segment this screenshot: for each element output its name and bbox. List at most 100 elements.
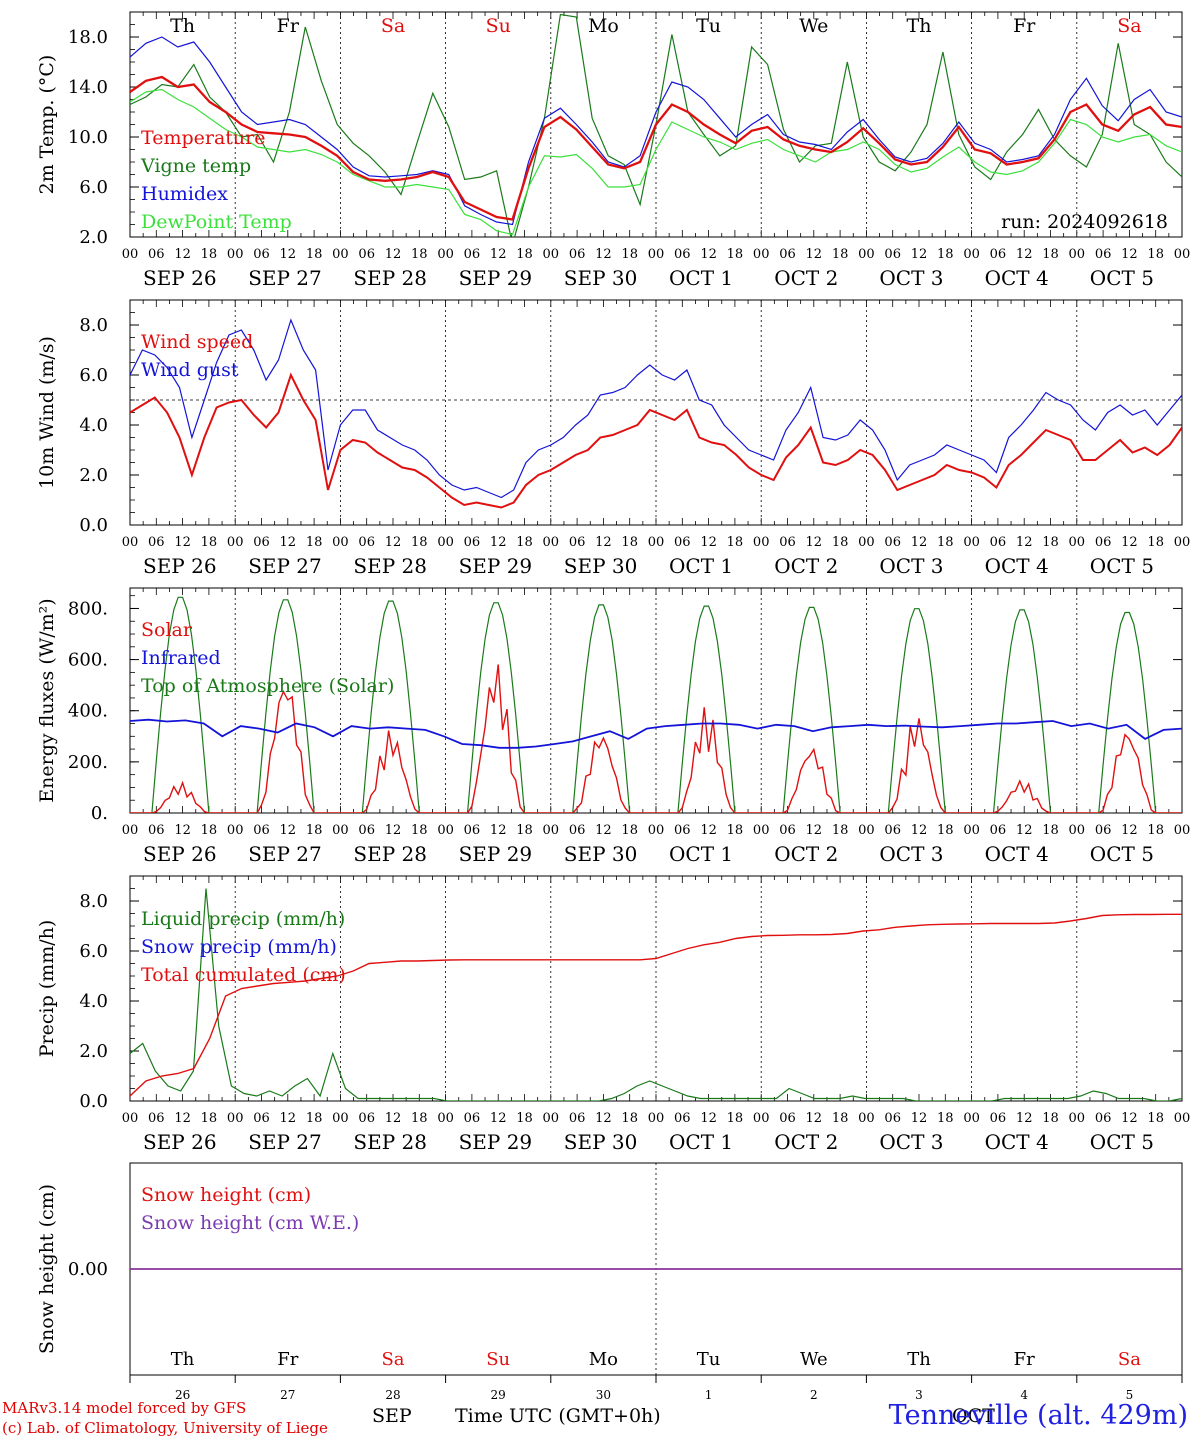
hour-tick-label: 06 [884, 535, 901, 550]
date-label: SEP 26 [143, 266, 217, 290]
hour-tick-label: 06 [569, 1111, 586, 1126]
day-number-label: 2 [810, 1388, 818, 1402]
hour-tick-label: 12 [700, 1111, 717, 1126]
date-label: SEP 26 [143, 842, 217, 866]
hour-tick-label: 00 [753, 823, 770, 838]
hour-tick-label: 12 [280, 823, 297, 838]
hour-tick-label: 18 [621, 535, 638, 550]
hour-tick-label: 12 [595, 535, 612, 550]
hour-tick-label: 00 [648, 823, 665, 838]
y-tick-label: 0.00 [68, 1259, 108, 1280]
hour-tick-label: 18 [306, 1111, 323, 1126]
hour-tick-label: 00 [227, 823, 244, 838]
hour-tick-label: 18 [937, 1111, 954, 1126]
series-humidex [130, 36, 1182, 226]
hour-tick-label: 18 [727, 1111, 744, 1126]
hour-tick-label: 18 [1147, 535, 1164, 550]
hour-tick-label: 06 [1095, 535, 1112, 550]
hour-tick-label: 00 [963, 247, 980, 262]
hour-tick-label: 12 [174, 1111, 191, 1126]
hour-tick-label: 06 [253, 535, 270, 550]
day-of-week-label: Fr [1014, 1349, 1035, 1370]
day-of-week-label: Fr [277, 1349, 298, 1370]
hour-tick-label: 06 [569, 823, 586, 838]
hour-tick-label: 18 [937, 247, 954, 262]
date-label: SEP 27 [248, 842, 322, 866]
hour-tick-label: 00 [1174, 1111, 1191, 1126]
day-of-week-label: Tu [697, 1349, 721, 1370]
station-title: Tenneville (alt. 429m) [888, 1400, 1188, 1431]
hour-tick-label: 06 [253, 823, 270, 838]
series-group [130, 13, 1182, 237]
y-tick-label: 0.0 [79, 515, 108, 536]
hour-tick-label: 06 [674, 247, 691, 262]
hour-tick-label: 18 [937, 823, 954, 838]
date-label: OCT 1 [669, 842, 733, 866]
hour-tick-label: 18 [937, 535, 954, 550]
day-number-label: 27 [280, 1388, 295, 1402]
date-label: OCT 4 [985, 1130, 1049, 1154]
y-axis-label: 10m Wind (m/s) [36, 336, 58, 489]
day-number-label: 30 [596, 1388, 611, 1402]
hour-tick-label: 12 [1016, 535, 1033, 550]
hour-tick-label: 18 [516, 247, 533, 262]
hour-tick-label: 00 [543, 535, 560, 550]
date-label: SEP 28 [353, 266, 427, 290]
hour-tick-label: 18 [306, 247, 323, 262]
hour-tick-label: 00 [227, 535, 244, 550]
legend-entry: Temperature [141, 127, 265, 149]
hour-tick-label: 18 [832, 1111, 849, 1126]
panel-snow: 0.00 Snow height (cm) Snow height (cm) Snow… [36, 1162, 1183, 1402]
hour-tick-label: 00 [437, 247, 454, 262]
y-tick-label: 4.0 [79, 991, 108, 1012]
day-number-label: 26 [175, 1388, 190, 1402]
y-tick-label: 0.0 [79, 1091, 108, 1112]
hour-tick-label: 12 [1016, 823, 1033, 838]
hour-tick-label: 06 [779, 1111, 796, 1126]
hour-tick-label: 00 [648, 1111, 665, 1126]
date-label: SEP 26 [143, 1130, 217, 1154]
hour-tick-label: 18 [201, 823, 218, 838]
hour-tick-label: 18 [411, 247, 428, 262]
legend-entry: Snow precip (mm/h) [141, 936, 337, 958]
hour-tick-label: 18 [832, 823, 849, 838]
hour-tick-label: 06 [779, 823, 796, 838]
hour-tick-label: 00 [543, 247, 560, 262]
y-tick-label: 6.0 [79, 365, 108, 386]
hour-tick-label: 12 [1121, 1111, 1138, 1126]
hour-tick-label: 06 [884, 823, 901, 838]
hour-tick-label: 00 [332, 823, 349, 838]
day-of-week-label: Mo [589, 1349, 618, 1370]
hour-tick-label: 00 [963, 823, 980, 838]
hour-tick-label: 12 [385, 247, 402, 262]
hour-tick-label: 06 [358, 535, 375, 550]
date-label: SEP 29 [459, 842, 533, 866]
hour-tick-label: 06 [1095, 823, 1112, 838]
hour-tick-label: 06 [148, 823, 165, 838]
hour-tick-label: 12 [806, 247, 823, 262]
hour-tick-label: 18 [306, 823, 323, 838]
hour-tick-label: 06 [148, 247, 165, 262]
credit-lab: (c) Lab. of Climatology, University of L… [2, 1419, 328, 1437]
date-label: OCT 4 [985, 266, 1049, 290]
hour-tick-label: 00 [963, 1111, 980, 1126]
date-label: OCT 2 [774, 842, 838, 866]
legend-entry: Liquid precip (mm/h) [141, 908, 345, 930]
hour-tick-label: 00 [122, 247, 139, 262]
date-label: SEP 27 [248, 266, 322, 290]
hour-tick-label: 06 [990, 823, 1007, 838]
hour-tick-label: 18 [411, 823, 428, 838]
panel-energy: 0. 200. 400. 600. 800. Energy fluxes (W/m²) 00… [36, 587, 1190, 866]
legend-entry: Vigne temp [140, 155, 251, 177]
hour-tick-label: 00 [227, 247, 244, 262]
hour-tick-label: 00 [332, 247, 349, 262]
y-tick-label: 2.0 [79, 227, 108, 248]
hour-tick-label: 06 [464, 1111, 481, 1126]
hour-tick-label: 12 [911, 247, 928, 262]
hour-tick-label: 18 [621, 1111, 638, 1126]
series-wind-speed [130, 372, 1182, 509]
day-of-week-label: We [799, 15, 828, 37]
hour-tick-label: 18 [1042, 1111, 1059, 1126]
day-number-label: 4 [1020, 1388, 1028, 1402]
